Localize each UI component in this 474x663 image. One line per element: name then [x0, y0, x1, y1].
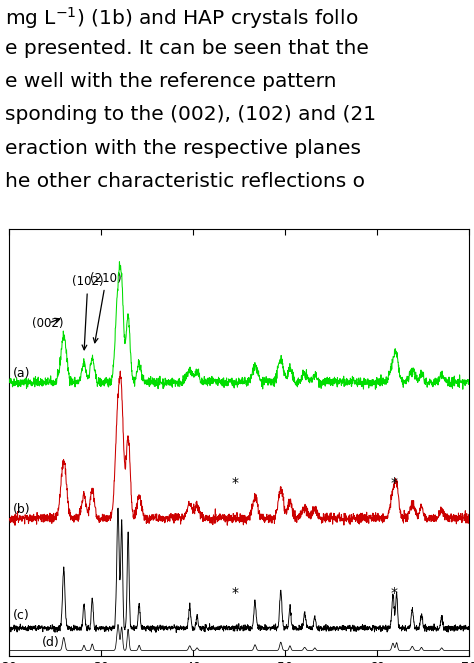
Text: e well with the reference pattern: e well with the reference pattern: [5, 72, 336, 91]
Text: he other characteristic reflections o: he other characteristic reflections o: [5, 172, 365, 192]
Text: e presented. It can be seen that the: e presented. It can be seen that the: [5, 38, 369, 58]
Text: sponding to the (002), (102) and (21: sponding to the (002), (102) and (21: [5, 105, 376, 125]
Text: mg L$^{-1}$) (1b) and HAP crystals follo: mg L$^{-1}$) (1b) and HAP crystals follo: [5, 5, 358, 31]
Text: *: *: [391, 476, 397, 490]
Text: (002): (002): [32, 317, 64, 330]
Text: (102): (102): [72, 275, 104, 350]
Text: *: *: [391, 585, 397, 599]
Text: *: *: [231, 585, 238, 599]
Text: *: *: [231, 476, 238, 490]
Text: eraction with the respective planes: eraction with the respective planes: [5, 139, 361, 158]
Text: (210): (210): [91, 272, 122, 343]
Text: (d): (d): [42, 636, 59, 649]
Text: (a): (a): [13, 367, 31, 380]
Text: (b): (b): [13, 503, 31, 516]
Text: (c): (c): [13, 609, 30, 622]
